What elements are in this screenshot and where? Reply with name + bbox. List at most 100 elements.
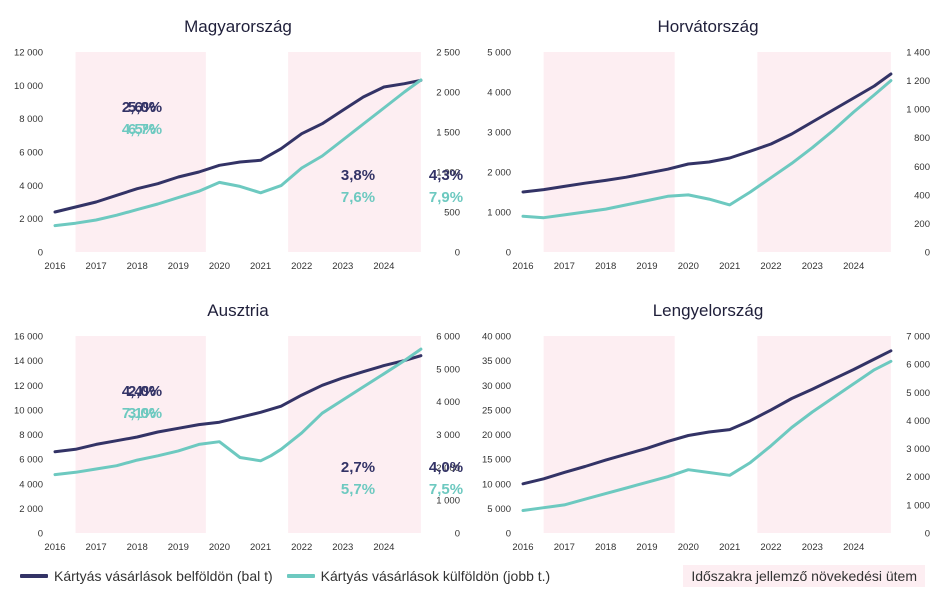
chart2-x-tick: 2017 <box>554 261 575 272</box>
chart4-x-tick: 2019 <box>636 542 657 553</box>
chart3-y-right-tick: 3 000 <box>436 430 460 441</box>
legend: Kártyás vásárlások belföldön (bal t) Kár… <box>20 563 925 589</box>
chart2-abroad-line <box>521 79 893 220</box>
chart4-y-right-tick: 5 000 <box>906 388 930 399</box>
chart4-growth-abroad-1: 7,1% <box>122 405 156 422</box>
chart4-y-left-tick: 15 000 <box>482 455 511 466</box>
chart2-growth-abroad-1: 4,5% <box>122 121 156 138</box>
chart4-period-shade-1 <box>543 336 675 533</box>
chart4-growth-abroad-2: 7,5% <box>429 481 463 498</box>
chart4-y-right-tick: 6 000 <box>906 360 930 371</box>
chart3-y-right-tick: 0 <box>455 529 460 540</box>
chart2-y-right-tick: 200 <box>914 219 930 230</box>
chart4-x-tick: 2022 <box>760 542 781 553</box>
chart1-title: Magyarország <box>184 17 292 36</box>
chart3-y-left-tick: 16 000 <box>14 332 43 343</box>
legend-label-abroad: Kártyás vásárlások külföldön (jobb t.) <box>320 568 551 584</box>
chart3-x-tick: 2018 <box>127 542 148 553</box>
chart4-y-left-tick: 25 000 <box>482 405 511 416</box>
chart4-y-left-tick: 5 000 <box>487 504 511 515</box>
chart4-x-tick: 2023 <box>802 542 823 553</box>
chart4-growth-domestic-2: 4,0% <box>429 459 463 476</box>
chart2-domestic-line <box>521 72 893 194</box>
chart2-y-right-tick: 800 <box>914 133 930 144</box>
legend-item-period: Időszakra jellemző növekedési ütem <box>683 565 925 587</box>
chart2-period-shade-1 <box>543 52 675 252</box>
chart1-growth-abroad-1: 6,7% <box>128 121 162 138</box>
chart3-y-right-tick: 2 000 <box>436 463 460 474</box>
chart4-y-left-tick: 20 000 <box>482 430 511 441</box>
chart1-y-left-tick: 0 <box>38 248 43 259</box>
chart1-x-tick: 2019 <box>168 261 189 272</box>
chart3-x-tick: 2023 <box>332 542 353 553</box>
legend-item-domestic: Kártyás vásárlások belföldön (bal t) <box>20 568 273 584</box>
chart4-y-right-tick: 7 000 <box>906 332 930 343</box>
chart3-growth-domestic-2: 2,7% <box>341 459 375 476</box>
chart1-y-right-tick: 2 000 <box>436 88 460 99</box>
chart3-x-tick: 2017 <box>86 542 107 553</box>
legend-swatch-abroad <box>286 574 315 578</box>
chart4-x-tick: 2020 <box>678 542 699 553</box>
chart2-y-right-tick: 1 200 <box>906 76 930 87</box>
chart3-x-tick: 2024 <box>373 542 394 553</box>
chart4-y-right-tick: 4 000 <box>906 416 930 427</box>
chart1-x-tick: 2020 <box>209 261 230 272</box>
chart1-x-tick: 2023 <box>332 261 353 272</box>
chart1-y-right-tick: 1 500 <box>436 128 460 139</box>
chart2-y-left-tick: 2 000 <box>487 168 511 179</box>
chart4-x-tick: 2021 <box>719 542 740 553</box>
chart3-abroad-line <box>53 347 423 477</box>
chart1-period-shade-1 <box>75 52 206 252</box>
chart1-x-tick: 2022 <box>291 261 312 272</box>
chart1-y-right-tick: 1 000 <box>436 168 460 179</box>
chart1-abroad-line <box>53 78 423 228</box>
chart4-y-left-tick: 35 000 <box>482 356 511 367</box>
chart3-y-left-tick: 8 000 <box>19 430 43 441</box>
chart1-y-left-tick: 2 000 <box>19 214 43 225</box>
chart3-y-left-tick: 14 000 <box>14 356 43 367</box>
chart2-y-right-tick: 0 <box>925 248 930 259</box>
chart2-y-right-tick: 1 000 <box>906 105 930 116</box>
chart2-x-tick: 2023 <box>802 261 823 272</box>
chart2-x-tick: 2020 <box>678 261 699 272</box>
chart2-y-left-tick: 5 000 <box>487 48 511 59</box>
chart2-growth-domestic-1: 2,6% <box>122 99 156 116</box>
chart1-y-left-tick: 10 000 <box>14 81 43 92</box>
chart4-x-tick: 2024 <box>843 542 864 553</box>
chart2-x-tick: 2018 <box>595 261 616 272</box>
chart4-title: Lengyelország <box>653 301 764 320</box>
chart4-abroad-line <box>521 359 893 512</box>
chart4-x-tick: 2018 <box>595 542 616 553</box>
chart1-x-tick: 2017 <box>86 261 107 272</box>
chart1-x-tick: 2021 <box>250 261 271 272</box>
chart1-domestic-line <box>53 78 423 214</box>
chart1-y-left-tick: 12 000 <box>14 48 43 59</box>
chart2-y-right-tick: 600 <box>914 162 930 173</box>
chart4-y-right-tick: 3 000 <box>906 444 930 455</box>
legend-label-domestic: Kártyás vásárlások belföldön (bal t) <box>54 568 273 584</box>
chart2-y-right-tick: 1 400 <box>906 48 930 59</box>
chart1-x-tick: 2024 <box>373 261 394 272</box>
chart3-y-right-tick: 6 000 <box>436 332 460 343</box>
chart2-x-tick: 2021 <box>719 261 740 272</box>
legend-swatch-domestic <box>20 574 48 578</box>
chart3-growth-abroad-2: 5,7% <box>341 481 375 498</box>
chart2-y-left-tick: 3 000 <box>487 128 511 139</box>
chart3-x-tick: 2020 <box>209 542 230 553</box>
chart3-x-tick: 2019 <box>168 542 189 553</box>
chart4-y-left-tick: 0 <box>506 529 511 540</box>
chart4-x-tick: 2017 <box>554 542 575 553</box>
chart1-y-left-tick: 8 000 <box>19 114 43 125</box>
chart4-x-tick: 2016 <box>512 542 533 553</box>
chart3-x-tick: 2022 <box>291 542 312 553</box>
chart3-x-tick: 2021 <box>250 542 271 553</box>
chart4-period-shade-2 <box>757 336 891 533</box>
chart3-growth-domestic-1: 2,0% <box>128 383 162 400</box>
chart2-period-shade-2 <box>757 52 891 252</box>
chart1-y-left-tick: 6 000 <box>19 148 43 159</box>
chart1-growth-domestic-2: 3,8% <box>341 167 375 184</box>
chart3-period-shade-2 <box>288 336 421 533</box>
chart3-y-left-tick: 6 000 <box>19 455 43 466</box>
chart3-y-left-tick: 2 000 <box>19 504 43 515</box>
chart4-domestic-line <box>521 349 893 486</box>
